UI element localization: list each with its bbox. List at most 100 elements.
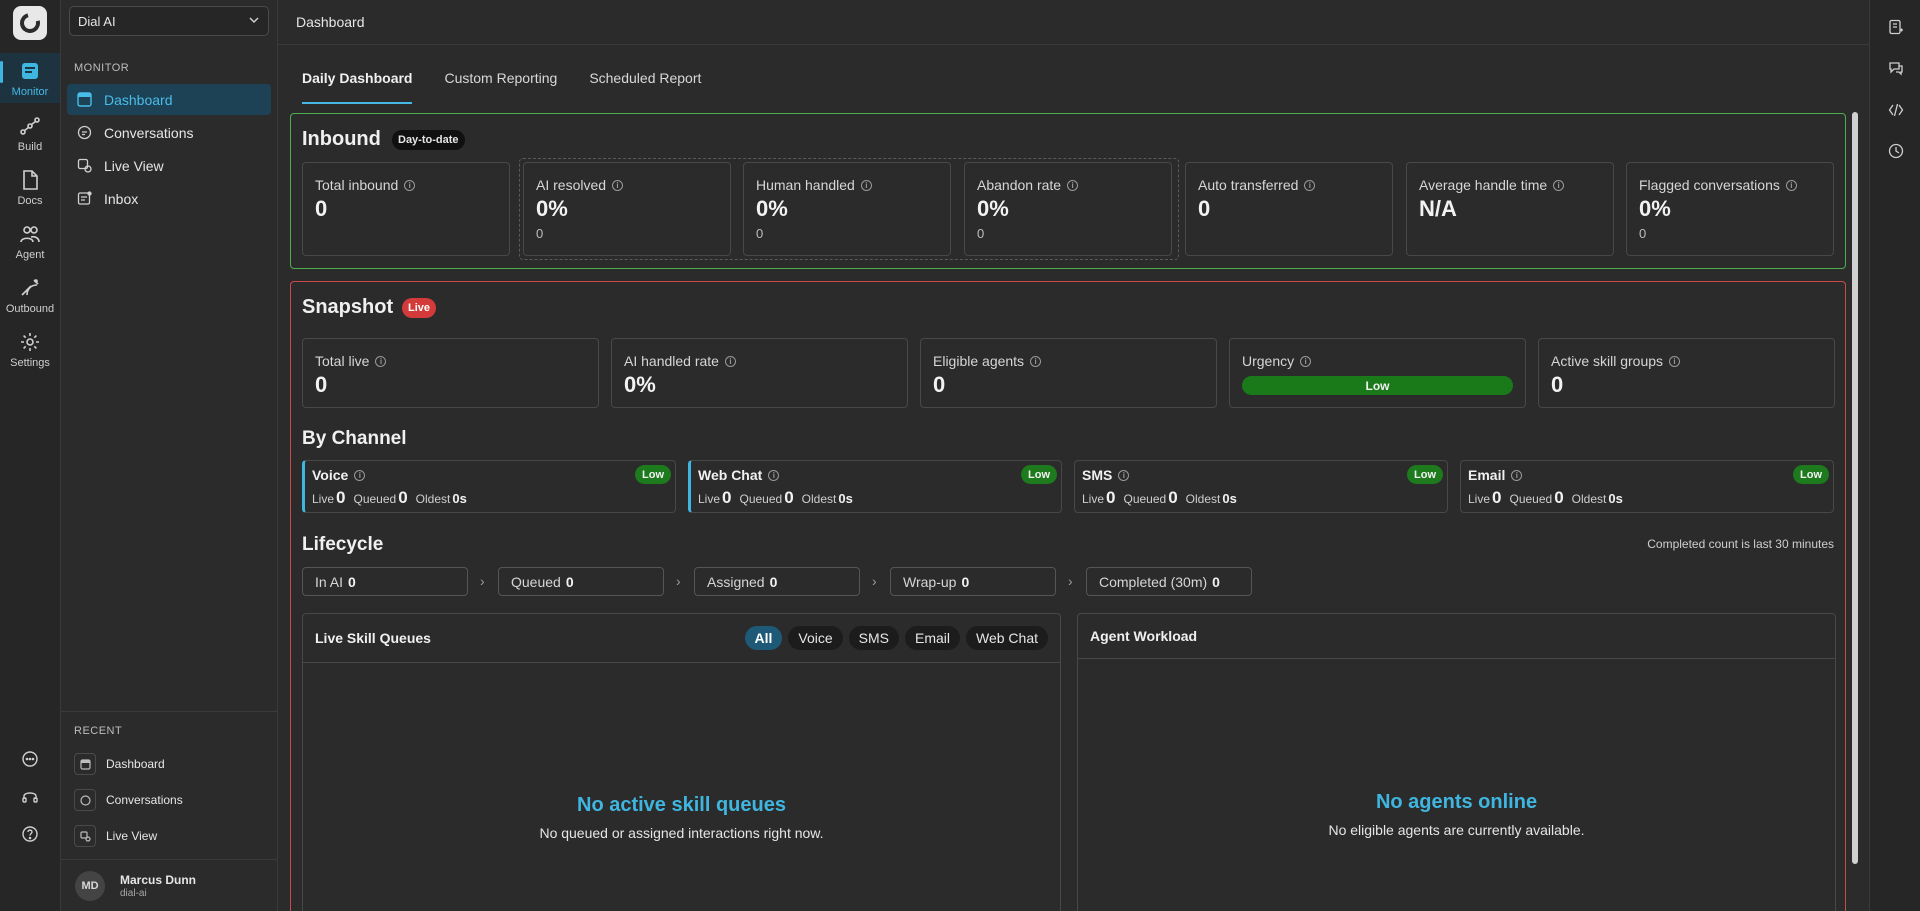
channel-level-badge: Low bbox=[635, 465, 671, 484]
info-icon[interactable]: i bbox=[404, 179, 416, 191]
rail-item-outbound[interactable]: Outbound bbox=[0, 270, 60, 320]
channel-name: SMS i bbox=[1082, 467, 1130, 483]
info-icon[interactable]: i bbox=[612, 179, 624, 191]
metric-count: 0 bbox=[1639, 226, 1647, 241]
user-profile[interactable]: MD Marcus Dunn dial-ai bbox=[61, 859, 277, 911]
chevron-right-icon: › bbox=[480, 573, 485, 589]
stat-queued-value: 0 bbox=[1554, 488, 1564, 507]
chevron-right-icon: › bbox=[1068, 573, 1073, 589]
stat-live-value: 0 bbox=[1492, 488, 1502, 507]
snapshot-card-urgency: Urgency i Low bbox=[1229, 338, 1526, 408]
metric-label-text: AI resolved bbox=[536, 177, 607, 193]
metric-label-text: Total live bbox=[315, 353, 370, 369]
contact-book-icon[interactable] bbox=[1886, 17, 1906, 37]
info-icon[interactable]: i bbox=[1785, 179, 1797, 191]
help-icon[interactable] bbox=[19, 823, 41, 845]
app-logo[interactable] bbox=[13, 6, 47, 40]
info-icon[interactable]: i bbox=[375, 355, 387, 367]
workload-empty-title: No agents online bbox=[1375, 791, 1538, 813]
rail-label: Build bbox=[17, 141, 43, 153]
utility-rail bbox=[1869, 0, 1920, 911]
nav-item-conversations[interactable]: Conversations bbox=[67, 117, 271, 148]
info-icon[interactable]: i bbox=[1669, 355, 1681, 367]
stat-label: Live bbox=[1468, 492, 1491, 506]
filter-chip-web-chat[interactable]: Web Chat bbox=[966, 626, 1048, 650]
info-icon[interactable]: i bbox=[768, 469, 780, 481]
rail-item-monitor[interactable]: Monitor bbox=[0, 53, 60, 103]
monitor-icon bbox=[18, 59, 42, 83]
recent-item-dashboard[interactable]: Dashboard bbox=[74, 752, 165, 776]
info-icon[interactable]: i bbox=[1304, 179, 1316, 191]
scrollbar[interactable] bbox=[1852, 112, 1858, 864]
info-icon[interactable]: i bbox=[1118, 469, 1130, 481]
history-icon[interactable] bbox=[1886, 141, 1906, 161]
workload-title: Agent Workload bbox=[1090, 628, 1198, 644]
filter-chip-email[interactable]: Email bbox=[904, 626, 960, 650]
metric-label-text: Urgency bbox=[1242, 353, 1295, 369]
filter-chip-all[interactable]: All bbox=[744, 626, 783, 650]
metric-label: Total live i bbox=[315, 353, 387, 369]
side-nav: Dial AI MONITOR Dashboard Conversations … bbox=[61, 0, 278, 911]
recent-item-conversations[interactable]: Conversations bbox=[74, 788, 183, 812]
section-label-recent: RECENT bbox=[74, 725, 123, 737]
metric-value: 0% bbox=[977, 196, 1009, 221]
rail-item-settings[interactable]: Settings bbox=[0, 324, 60, 374]
by-channel-title: By Channel bbox=[302, 428, 407, 449]
nav-item-dashboard[interactable]: Dashboard bbox=[67, 84, 271, 115]
stat-label: Live bbox=[698, 492, 721, 506]
metric-label: AI resolved i bbox=[536, 177, 624, 193]
metric-label-text: Human handled bbox=[756, 177, 855, 193]
rail-label: Monitor bbox=[11, 86, 49, 98]
metric-label-text: Eligible agents bbox=[933, 353, 1025, 369]
filter-chip-sms[interactable]: SMS bbox=[848, 626, 899, 650]
metric-label: Auto transferred i bbox=[1198, 177, 1316, 193]
queue-filters: All Voice SMS Email Web Chat bbox=[739, 626, 1048, 650]
stage-value: 0 bbox=[961, 573, 970, 590]
rail-item-agent[interactable]: Agent bbox=[0, 216, 60, 266]
nav-item-inbox[interactable]: Inbox bbox=[67, 183, 271, 214]
side-divider bbox=[61, 711, 277, 712]
metric-value: N/A bbox=[1419, 196, 1457, 221]
chevron-down-icon bbox=[248, 14, 260, 29]
metric-label: Active skill groups i bbox=[1551, 353, 1681, 369]
info-icon[interactable]: i bbox=[860, 179, 872, 191]
info-icon[interactable]: i bbox=[1553, 179, 1565, 191]
user-meta: Marcus Dunn dial-ai bbox=[120, 873, 196, 899]
metric-card-ai-resolved: AI resolved i 0% 0 bbox=[523, 162, 731, 256]
headset-icon[interactable] bbox=[19, 786, 41, 808]
chat-support-icon[interactable] bbox=[19, 748, 41, 770]
filter-chip-voice[interactable]: Voice bbox=[788, 626, 843, 650]
lifecycle-stage-wrap-up: Wrap-up 0 bbox=[890, 567, 1056, 596]
info-icon[interactable]: i bbox=[354, 469, 366, 481]
channel-card-voice: Voice i Low Live 0 Queued 0 Oldest 0s bbox=[302, 460, 676, 513]
info-icon[interactable]: i bbox=[1511, 469, 1523, 481]
info-icon[interactable]: i bbox=[724, 355, 736, 367]
build-icon bbox=[18, 114, 42, 138]
live-badge: Live bbox=[402, 298, 437, 318]
stat-label: Queued bbox=[1509, 492, 1553, 506]
rail-item-build[interactable]: Build bbox=[0, 108, 60, 158]
stat-label: Live bbox=[312, 492, 335, 506]
recent-item-label: Live View bbox=[106, 829, 158, 843]
conversations-icon bbox=[74, 789, 96, 811]
recent-item-live-view[interactable]: Live View bbox=[74, 824, 157, 848]
metric-label-text: AI handled rate bbox=[624, 353, 719, 369]
stat-label: Queued bbox=[739, 492, 783, 506]
org-select[interactable]: Dial AI bbox=[69, 6, 269, 36]
rail-label: Docs bbox=[17, 195, 43, 207]
info-icon[interactable]: i bbox=[1067, 179, 1079, 191]
nav-item-label: Dashboard bbox=[104, 91, 173, 108]
rail-item-docs[interactable]: Docs bbox=[0, 162, 60, 212]
tab-custom-reporting[interactable]: Custom Reporting bbox=[444, 70, 558, 86]
info-icon[interactable]: i bbox=[1300, 355, 1312, 367]
chat-bubbles-icon[interactable] bbox=[1886, 58, 1906, 78]
stat-label: Oldest bbox=[1185, 492, 1221, 506]
metric-card-average-handle-time: Average handle time i N/A bbox=[1406, 162, 1614, 256]
metric-label-text: Active skill groups bbox=[1551, 353, 1664, 369]
tab-daily-dashboard[interactable]: Daily Dashboard bbox=[302, 62, 413, 104]
channel-name-text: Web Chat bbox=[698, 467, 763, 483]
tab-scheduled-report[interactable]: Scheduled Report bbox=[589, 70, 702, 86]
code-icon[interactable] bbox=[1886, 100, 1906, 120]
nav-item-live-view[interactable]: Live View bbox=[67, 150, 271, 181]
info-icon[interactable]: i bbox=[1030, 355, 1042, 367]
